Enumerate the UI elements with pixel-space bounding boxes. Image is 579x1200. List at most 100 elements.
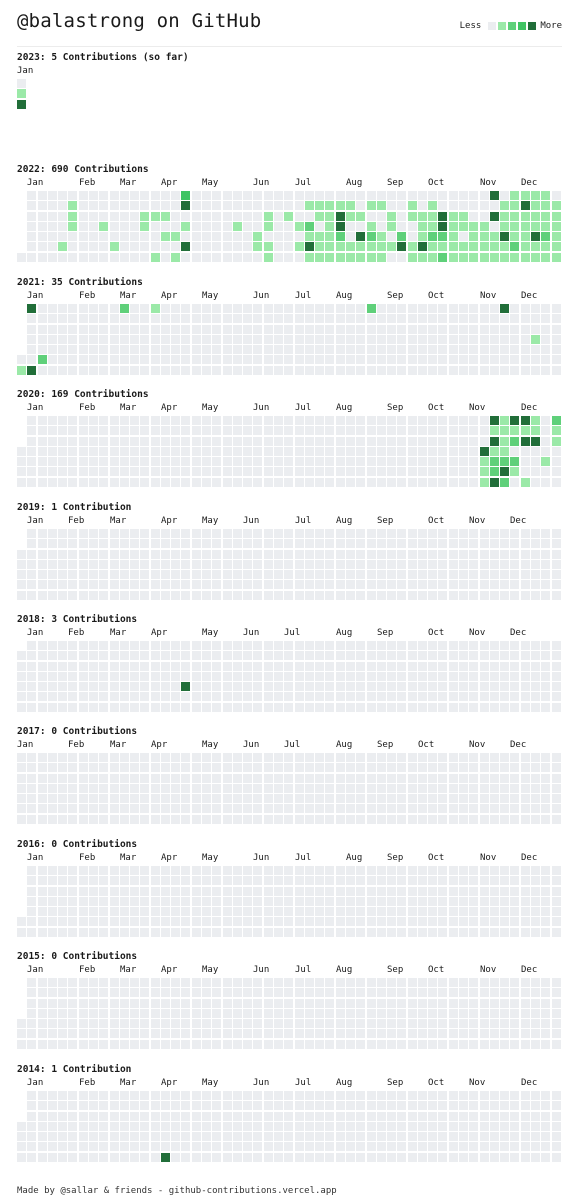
day-cell[interactable]	[233, 569, 242, 579]
day-cell[interactable]	[264, 641, 273, 650]
day-cell[interactable]	[233, 672, 242, 681]
day-cell[interactable]	[397, 774, 406, 784]
day-cell[interactable]	[480, 672, 489, 681]
day-cell[interactable]	[58, 590, 67, 600]
day-cell[interactable]	[459, 804, 468, 814]
day-cell[interactable]	[68, 559, 77, 569]
day-cell[interactable]	[48, 794, 57, 804]
day-cell[interactable]	[449, 815, 458, 825]
day-cell[interactable]	[264, 784, 273, 794]
day-cell[interactable]	[161, 242, 170, 252]
day-cell[interactable]	[223, 354, 232, 364]
day-cell[interactable]	[367, 242, 376, 252]
day-cell[interactable]	[469, 303, 478, 313]
day-cell[interactable]	[99, 1029, 108, 1039]
day-cell[interactable]	[212, 865, 221, 875]
day-cell[interactable]	[531, 416, 540, 426]
day-cell[interactable]	[449, 579, 458, 589]
day-cell[interactable]	[305, 201, 314, 211]
day-cell[interactable]	[325, 313, 334, 323]
day-cell[interactable]	[438, 324, 447, 334]
day-cell[interactable]	[438, 242, 447, 252]
day-cell[interactable]	[161, 1009, 170, 1019]
day-cell[interactable]	[171, 426, 180, 436]
day-cell[interactable]	[356, 569, 365, 579]
day-cell[interactable]	[202, 753, 211, 763]
day-cell[interactable]	[89, 1152, 98, 1162]
day-cell[interactable]	[521, 794, 530, 804]
day-cell[interactable]	[325, 703, 334, 712]
day-cell[interactable]	[253, 1141, 262, 1151]
day-cell[interactable]	[253, 212, 262, 222]
day-cell[interactable]	[387, 692, 396, 701]
day-cell[interactable]	[151, 579, 160, 589]
day-cell[interactable]	[171, 875, 180, 885]
day-cell[interactable]	[480, 1009, 489, 1019]
day-cell[interactable]	[469, 988, 478, 998]
day-cell[interactable]	[233, 753, 242, 763]
day-cell[interactable]	[325, 1009, 334, 1019]
day-cell[interactable]	[264, 1090, 273, 1100]
day-cell[interactable]	[459, 774, 468, 784]
day-cell[interactable]	[48, 590, 57, 600]
day-cell[interactable]	[192, 1009, 201, 1019]
day-cell[interactable]	[151, 641, 160, 650]
day-cell[interactable]	[274, 242, 283, 252]
day-cell[interactable]	[233, 1090, 242, 1100]
day-cell[interactable]	[459, 682, 468, 691]
day-cell[interactable]	[120, 365, 129, 375]
day-cell[interactable]	[408, 672, 417, 681]
day-cell[interactable]	[58, 467, 67, 477]
day-cell[interactable]	[387, 672, 396, 681]
day-cell[interactable]	[480, 528, 489, 538]
day-cell[interactable]	[38, 753, 47, 763]
day-cell[interactable]	[110, 1040, 119, 1050]
day-cell[interactable]	[541, 999, 550, 1009]
day-cell[interactable]	[356, 549, 365, 559]
day-cell[interactable]	[356, 1152, 365, 1162]
day-cell[interactable]	[346, 344, 355, 354]
day-cell[interactable]	[408, 478, 417, 488]
day-cell[interactable]	[500, 784, 509, 794]
day-cell[interactable]	[171, 651, 180, 660]
day-cell[interactable]	[531, 191, 540, 201]
day-cell[interactable]	[387, 774, 396, 784]
day-cell[interactable]	[438, 1040, 447, 1050]
day-cell[interactable]	[531, 927, 540, 937]
day-cell[interactable]	[110, 988, 119, 998]
day-cell[interactable]	[17, 100, 26, 109]
day-cell[interactable]	[315, 313, 324, 323]
day-cell[interactable]	[253, 478, 262, 488]
day-cell[interactable]	[79, 651, 88, 660]
day-cell[interactable]	[140, 538, 149, 548]
day-cell[interactable]	[120, 222, 129, 232]
day-cell[interactable]	[48, 222, 57, 232]
day-cell[interactable]	[27, 1152, 36, 1162]
day-cell[interactable]	[161, 559, 170, 569]
day-cell[interactable]	[336, 999, 345, 1009]
day-cell[interactable]	[521, 590, 530, 600]
day-cell[interactable]	[284, 672, 293, 681]
day-cell[interactable]	[541, 416, 550, 426]
day-cell[interactable]	[58, 354, 67, 364]
day-cell[interactable]	[377, 1100, 386, 1110]
day-cell[interactable]	[110, 1152, 119, 1162]
day-cell[interactable]	[99, 1090, 108, 1100]
day-cell[interactable]	[480, 426, 489, 436]
day-cell[interactable]	[356, 641, 365, 650]
day-cell[interactable]	[408, 1131, 417, 1141]
day-cell[interactable]	[284, 886, 293, 896]
day-cell[interactable]	[541, 590, 550, 600]
day-cell[interactable]	[151, 1121, 160, 1131]
day-cell[interactable]	[253, 426, 262, 436]
day-cell[interactable]	[552, 559, 561, 569]
day-cell[interactable]	[459, 416, 468, 426]
day-cell[interactable]	[161, 906, 170, 916]
day-cell[interactable]	[192, 354, 201, 364]
day-cell[interactable]	[202, 662, 211, 671]
day-cell[interactable]	[500, 1141, 509, 1151]
day-cell[interactable]	[500, 1090, 509, 1100]
day-cell[interactable]	[181, 988, 190, 998]
day-cell[interactable]	[356, 416, 365, 426]
day-cell[interactable]	[212, 1040, 221, 1050]
